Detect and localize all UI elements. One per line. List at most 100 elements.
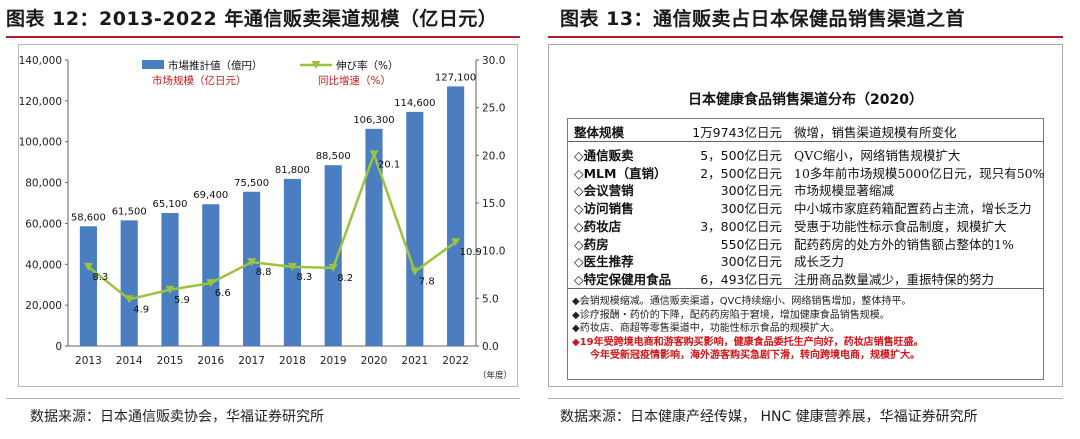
table-note-highlight: 今年受新冠疫情影响，海外游客购买急剧下滑，转向跨境电商，规模扩大。 <box>590 350 920 361</box>
channel-value: 2，500亿日元 <box>700 165 782 181</box>
channel-table-figure: 日本健康食品销售渠道分布（2020） 整体规模 1万9743亿日元 微增，销售渠… <box>548 44 1063 387</box>
y-left-tick-label: 0 <box>55 341 62 353</box>
growth-point <box>287 262 297 271</box>
y-left-tick-label: 40,000 <box>25 259 62 271</box>
growth-value-label: 10.9 <box>460 247 482 258</box>
legend-bar-label: 市場推計値（億円） <box>168 59 263 72</box>
bar-value-label: 69,400 <box>193 190 228 201</box>
bar <box>202 204 220 346</box>
channel-note: 10多年前市场规模5000亿日元，现只有50% <box>794 165 1045 181</box>
bar <box>79 226 97 346</box>
channel-note: 市场规模显著缩减 <box>794 183 895 199</box>
y-left-tick-label: 60,000 <box>25 218 62 230</box>
x-tick-label: 2016 <box>197 355 224 367</box>
left-bottom-rule <box>6 398 520 399</box>
market-size-chart: 0 20,000 40,000 60,000 80,000 100,000 120,000 1… <box>18 44 518 387</box>
bar <box>406 111 424 346</box>
chart-frame <box>18 44 518 387</box>
bar <box>447 86 465 347</box>
channel-value: 1万9743亿日元 <box>692 125 782 140</box>
bar <box>243 191 261 346</box>
growth-point <box>165 285 175 294</box>
x-tick-label: 2020 <box>361 355 388 367</box>
growth-point <box>124 295 134 304</box>
y-left-tick-label: 120,000 <box>19 96 62 108</box>
growth-value-label: 6.6 <box>215 288 231 299</box>
x-tick-label: 2015 <box>157 355 184 367</box>
y-right-tick-label: 25.0 <box>482 103 505 115</box>
x-tick-label: 2018 <box>279 355 306 367</box>
table-note: ◆药妆店、商超等零售渠道中，功能性标示食品的规模扩大。 <box>572 323 840 334</box>
channel-value: 5，500亿日元 <box>700 148 782 163</box>
bar-value-label: 106,300 <box>353 115 394 126</box>
growth-line <box>87 150 457 301</box>
y-right-tick-label: 30.0 <box>482 55 505 67</box>
growth-point <box>83 262 93 271</box>
growth-value-label: 8.2 <box>337 273 353 284</box>
growth-point <box>451 238 461 247</box>
growth-point <box>206 279 216 288</box>
growth-value-label: 20.1 <box>378 159 400 170</box>
growth-value-label: 7.8 <box>419 277 435 288</box>
growth-point <box>328 263 338 272</box>
left-title-rule <box>6 36 520 38</box>
bar-value-label: 61,500 <box>112 206 147 217</box>
channel-note: 受惠于功能性标示食品制度，规模扩大 <box>794 218 1007 234</box>
channel-name: 整体规模 <box>574 125 625 140</box>
growth-point <box>410 267 420 276</box>
channel-table: 整体规模 1万9743亿日元 微增，销售渠道规模有所变化 ◇通信贩卖 5，500亿… <box>567 118 1045 380</box>
channel-note: QVC缩小，网络销售规模扩大 <box>794 148 961 163</box>
growth-value-label: 5.9 <box>174 295 190 306</box>
bar <box>365 128 383 346</box>
table-note-highlight: ◆19年受跨境电商和游客购买影响，健康食品委托生产向好，药妆店销售旺盛。 <box>572 336 924 348</box>
legend-line-label: 伸び率（%） <box>336 59 398 72</box>
right-chart-title: 图表 13：通信贩卖占日本保健品销售渠道之首 <box>560 8 966 30</box>
channel-name: ◇访问销售 <box>574 201 634 217</box>
bar-value-label: 65,100 <box>153 199 188 210</box>
right-bottom-rule <box>548 398 1063 399</box>
y-left-tick-label: 80,000 <box>25 178 62 190</box>
bar-value-label: 75,500 <box>234 178 269 189</box>
x-tick-label: 2021 <box>401 355 428 367</box>
channel-value: 3，800亿日元 <box>700 218 782 234</box>
channel-note: 成长乏力 <box>794 254 845 270</box>
bar <box>283 178 301 346</box>
y-left-tick-label: 20,000 <box>25 300 62 312</box>
bar <box>120 220 138 346</box>
channel-value: 300亿日元 <box>720 183 782 199</box>
channel-name: ◇通信贩卖 <box>574 148 634 163</box>
channel-name: ◇医生推荐 <box>574 254 634 270</box>
channel-note: 中小城市家庭药箱配置药占主流，增长乏力 <box>794 201 1032 217</box>
y-right-tick-label: 10.0 <box>482 246 505 258</box>
channel-note: 微增，销售渠道规模有所变化 <box>794 125 957 140</box>
table-divider <box>568 141 1043 142</box>
x-tick-label: 2022 <box>442 355 469 367</box>
bar-value-label: 127,100 <box>435 72 476 83</box>
legend-bar-swatch <box>142 60 164 69</box>
channel-note: 配药药房的处方外的销售额占整体的1% <box>794 236 1014 252</box>
x-tick-label: 2014 <box>116 355 143 367</box>
y-left-tick-label: 100,000 <box>19 137 62 149</box>
channel-note: 注册商品数量减少，重振特保的努力 <box>794 271 995 287</box>
x-tick-label: 2019 <box>320 355 347 367</box>
legend-cn-line-label: 同比增速（%） <box>318 74 391 87</box>
growth-value-label: 4.9 <box>133 304 149 315</box>
left-source: 数据来源：日本通信贩卖协会，华福证券研究所 <box>30 409 324 425</box>
table-title: 日本健康食品销售渠道分布（2020） <box>688 92 923 108</box>
growth-point <box>369 150 379 159</box>
y-left-tick-label: 140,000 <box>19 55 62 67</box>
y-right-tick-label: 15.0 <box>482 198 505 210</box>
channel-name: ◇特定保健用食品 <box>574 271 672 287</box>
channel-value: 300亿日元 <box>720 254 782 270</box>
x-tick-label: 2013 <box>75 355 102 367</box>
right-source: 数据来源：日本健康产经传媒， HNC 健康营养展，华福证券研究所 <box>560 409 978 425</box>
channel-name: ◇MLM（直销） <box>574 165 667 181</box>
table-note: ◆诊疗报酬・药价的下降，配药药房陷于窘境，增加健康食品销售规模。 <box>572 309 890 321</box>
right-title-rule <box>548 36 1063 38</box>
legend-cn-bar-label: 市场规模（亿日元） <box>152 74 247 87</box>
growth-value-label: 8.3 <box>296 272 312 283</box>
channel-value: 550亿日元 <box>720 236 782 252</box>
y-right-tick-label: 5.0 <box>482 293 499 305</box>
growth-point <box>247 258 257 267</box>
bar-value-label: 81,800 <box>275 165 310 176</box>
